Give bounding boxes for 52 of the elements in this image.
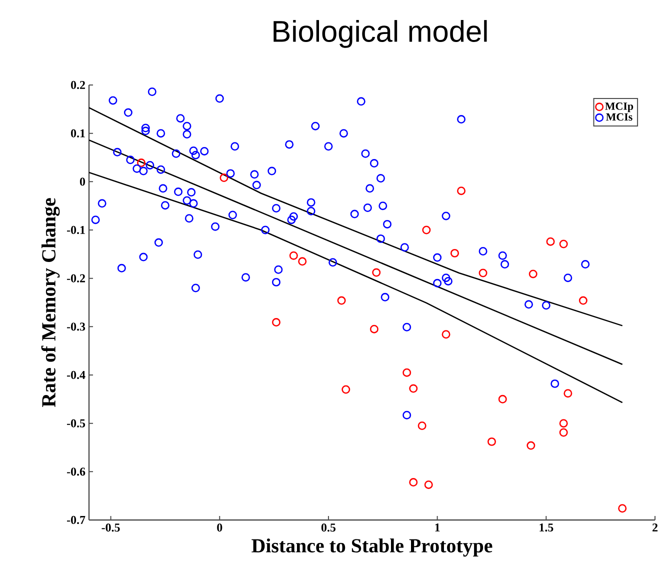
point [220, 174, 228, 182]
x-tick-label: 2 [652, 524, 658, 532]
point [578, 296, 588, 305]
legend-label: MCIs [606, 113, 632, 121]
point [418, 421, 426, 430]
point [409, 478, 418, 487]
y-tick-label: -0.1 [67, 226, 85, 234]
y-tick-label: 0 [80, 178, 86, 186]
x-tick-label: -0.5 [102, 524, 120, 532]
point [526, 441, 536, 450]
point [137, 158, 146, 168]
x-tick-label: 1.5 [540, 524, 554, 532]
y-tick-label: -0.6 [67, 468, 86, 476]
point [409, 384, 418, 393]
point [478, 268, 488, 278]
line-series [89, 172, 623, 404]
y-tick-label: -0.4 [67, 370, 86, 380]
point [559, 419, 568, 428]
point [457, 186, 466, 196]
legend-label: MCIp [605, 102, 634, 112]
point [487, 437, 496, 446]
y-tick-label: -0.5 [67, 419, 86, 428]
point [528, 270, 538, 278]
point [272, 318, 280, 327]
x-tick-label: 0 [217, 524, 222, 532]
y-tick-label: -0.3 [67, 322, 86, 331]
point [342, 385, 350, 394]
point [442, 330, 450, 339]
x-tick-label: 1 [435, 524, 440, 532]
y-tick-label: -0.7 [67, 516, 86, 524]
y-axis-title: Rate of Memory Change [41, 198, 60, 407]
point [450, 248, 459, 258]
point [370, 324, 378, 334]
y-tick-label: -0.2 [67, 274, 85, 282]
point [372, 268, 381, 277]
y-tick-label: 0.1 [71, 129, 85, 138]
point [402, 368, 412, 377]
point [424, 480, 433, 489]
point [564, 389, 572, 398]
point [546, 237, 555, 246]
x-axis-title: Distance to Stable Prototype [252, 538, 492, 557]
point [289, 251, 298, 260]
y-tick-label: 0.2 [71, 80, 85, 90]
point [559, 428, 568, 437]
point [298, 257, 307, 266]
point [618, 504, 627, 513]
x-tick-label: 0.5 [321, 524, 336, 532]
point [422, 226, 431, 234]
point [337, 296, 346, 305]
chart-title: Biological model [274, 20, 487, 48]
point [559, 240, 568, 248]
point [498, 394, 507, 404]
